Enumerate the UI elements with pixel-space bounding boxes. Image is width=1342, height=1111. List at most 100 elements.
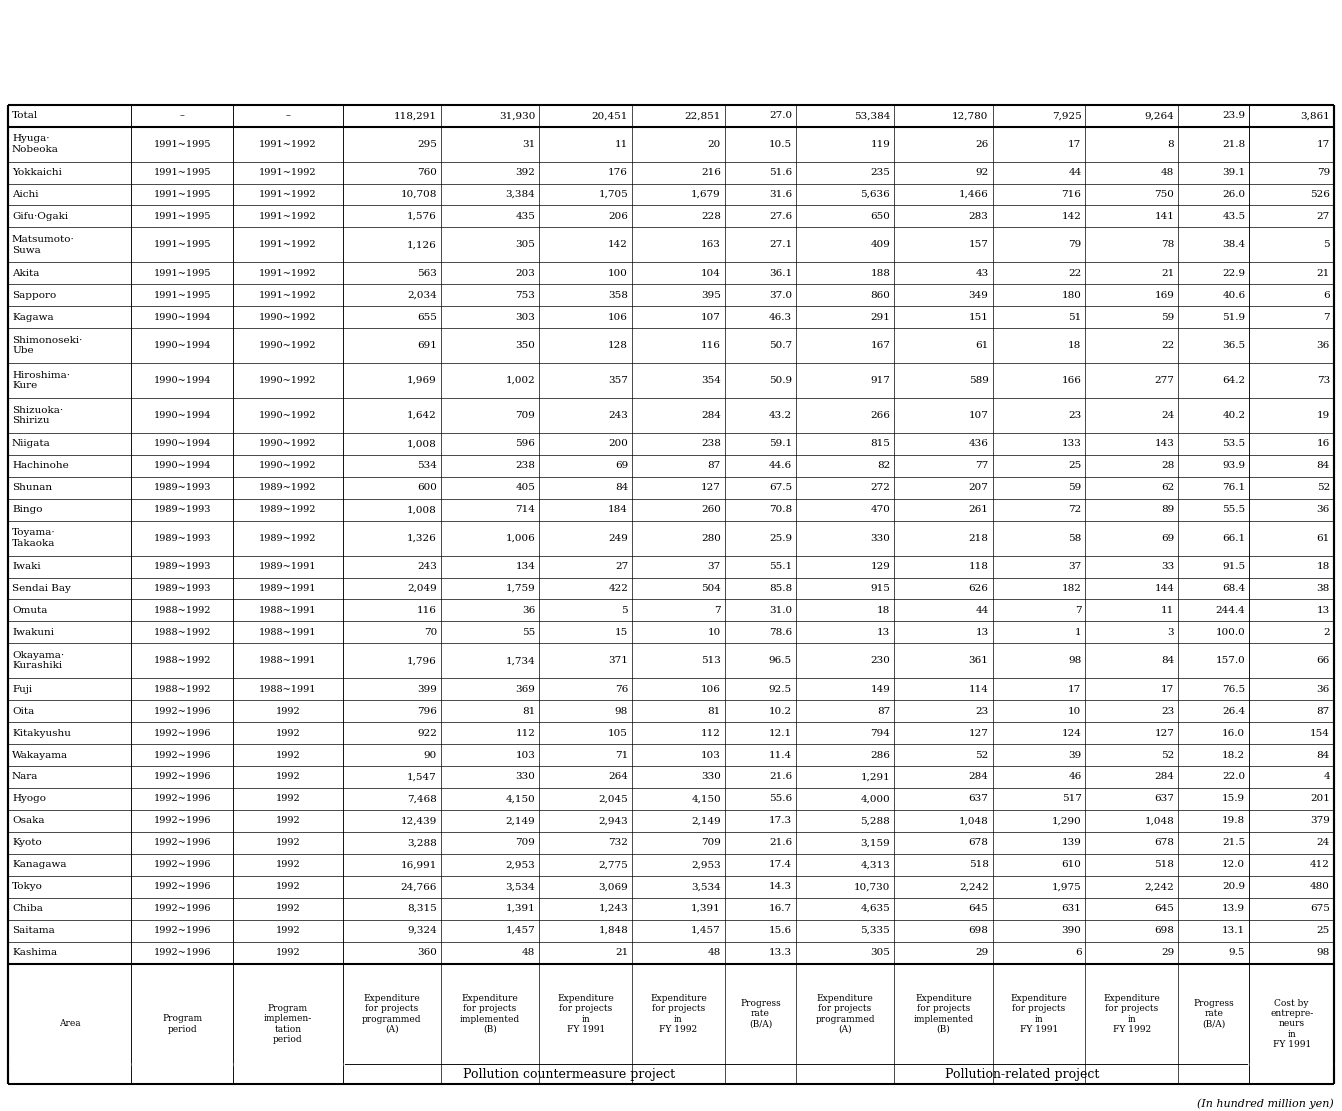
Text: 1992~1996: 1992~1996 [153,882,211,891]
Text: 1989~1991: 1989~1991 [259,562,317,571]
Text: 1,048: 1,048 [958,817,989,825]
Text: 17: 17 [1317,140,1330,149]
Text: 26: 26 [976,140,989,149]
Text: 70.8: 70.8 [769,506,792,514]
Text: 18: 18 [1317,562,1330,571]
Text: 518: 518 [1154,860,1174,869]
Text: Sapporo: Sapporo [12,291,56,300]
Text: 20.9: 20.9 [1223,882,1245,891]
Text: 90: 90 [424,751,437,760]
Text: 1992~1996: 1992~1996 [153,794,211,803]
Text: 112: 112 [515,729,535,738]
Text: 18.2: 18.2 [1223,751,1245,760]
Text: 1989~1993: 1989~1993 [153,562,211,571]
Text: 92.5: 92.5 [769,684,792,693]
Text: 6: 6 [1075,948,1082,957]
Text: 59: 59 [1161,312,1174,322]
Text: 21.5: 21.5 [1223,839,1245,848]
Text: Total: Total [12,111,39,120]
Text: 27.0: 27.0 [769,111,792,120]
Text: 15: 15 [615,628,628,637]
Text: 1,391: 1,391 [506,904,535,913]
Text: 230: 230 [871,657,890,665]
Text: 22,851: 22,851 [684,111,721,120]
Text: 3,534: 3,534 [691,882,721,891]
Text: 5,335: 5,335 [860,927,890,935]
Text: 238: 238 [515,461,535,470]
Text: 3,861: 3,861 [1300,111,1330,120]
Text: 31.0: 31.0 [769,605,792,614]
Text: 1992~1996: 1992~1996 [153,729,211,738]
Text: 55.6: 55.6 [769,794,792,803]
Text: 678: 678 [1154,839,1174,848]
Text: 37.0: 37.0 [769,291,792,300]
Text: 1992: 1992 [275,882,301,891]
Text: 93.9: 93.9 [1223,461,1245,470]
Text: Kashima: Kashima [12,948,58,957]
Text: 1991~1992: 1991~1992 [259,140,317,149]
Text: Chiba: Chiba [12,904,43,913]
Text: 103: 103 [515,751,535,760]
Text: Expenditure
for projects
in
FY 1992: Expenditure for projects in FY 1992 [1103,993,1161,1034]
Text: 272: 272 [871,483,890,492]
Text: 1989~1993: 1989~1993 [153,533,211,542]
Text: 753: 753 [515,291,535,300]
Text: 1,547: 1,547 [407,772,437,781]
Text: 142: 142 [608,240,628,249]
Text: Expenditure
for projects
programmed
(A): Expenditure for projects programmed (A) [816,993,875,1034]
Text: 21: 21 [615,948,628,957]
Text: 610: 610 [1062,860,1082,869]
Text: 151: 151 [969,312,989,322]
Text: 13: 13 [878,628,890,637]
Text: 1990~1994: 1990~1994 [153,461,211,470]
Text: 7,468: 7,468 [407,794,437,803]
Text: 1988~1991: 1988~1991 [259,684,317,693]
Text: 19: 19 [1317,411,1330,420]
Text: 127: 127 [969,729,989,738]
Text: 395: 395 [701,291,721,300]
Text: 124: 124 [1062,729,1082,738]
Text: 360: 360 [417,948,437,957]
Text: 29: 29 [976,948,989,957]
Text: Hyogo: Hyogo [12,794,46,803]
Text: 1992~1996: 1992~1996 [153,707,211,715]
Text: Oita: Oita [12,707,35,715]
Text: 1990~1992: 1990~1992 [259,461,317,470]
Text: 10: 10 [707,628,721,637]
Text: 917: 917 [871,376,890,386]
Text: 1991~1992: 1991~1992 [259,212,317,221]
Text: 16.0: 16.0 [1223,729,1245,738]
Text: 1991~1992: 1991~1992 [259,269,317,278]
Text: 10.5: 10.5 [769,140,792,149]
Text: 105: 105 [608,729,628,738]
Text: 7: 7 [714,605,721,614]
Text: 141: 141 [1154,212,1174,221]
Text: 3,384: 3,384 [506,190,535,199]
Text: 51: 51 [1068,312,1082,322]
Text: 98: 98 [615,707,628,715]
Text: 1,126: 1,126 [407,240,437,249]
Text: 44.6: 44.6 [769,461,792,470]
Text: 1,290: 1,290 [1052,817,1082,825]
Text: 470: 470 [871,506,890,514]
Text: 361: 361 [969,657,989,665]
Text: 3,534: 3,534 [506,882,535,891]
Text: 154: 154 [1310,729,1330,738]
Text: 11.4: 11.4 [769,751,792,760]
Text: 53.5: 53.5 [1223,439,1245,449]
Text: 36: 36 [1317,684,1330,693]
Text: 303: 303 [515,312,535,322]
Text: 1992: 1992 [275,904,301,913]
Text: 1992: 1992 [275,927,301,935]
Text: Fuji: Fuji [12,684,32,693]
Text: 116: 116 [417,605,437,614]
Text: 1991~1995: 1991~1995 [153,168,211,177]
Text: 1,008: 1,008 [407,506,437,514]
Text: Toyama·
Takaoka: Toyama· Takaoka [12,529,55,548]
Text: 100: 100 [608,269,628,278]
Text: 4,150: 4,150 [691,794,721,803]
Text: 52: 52 [1161,751,1174,760]
Text: 38: 38 [1317,584,1330,593]
Text: 48: 48 [1161,168,1174,177]
Text: 21.6: 21.6 [769,772,792,781]
